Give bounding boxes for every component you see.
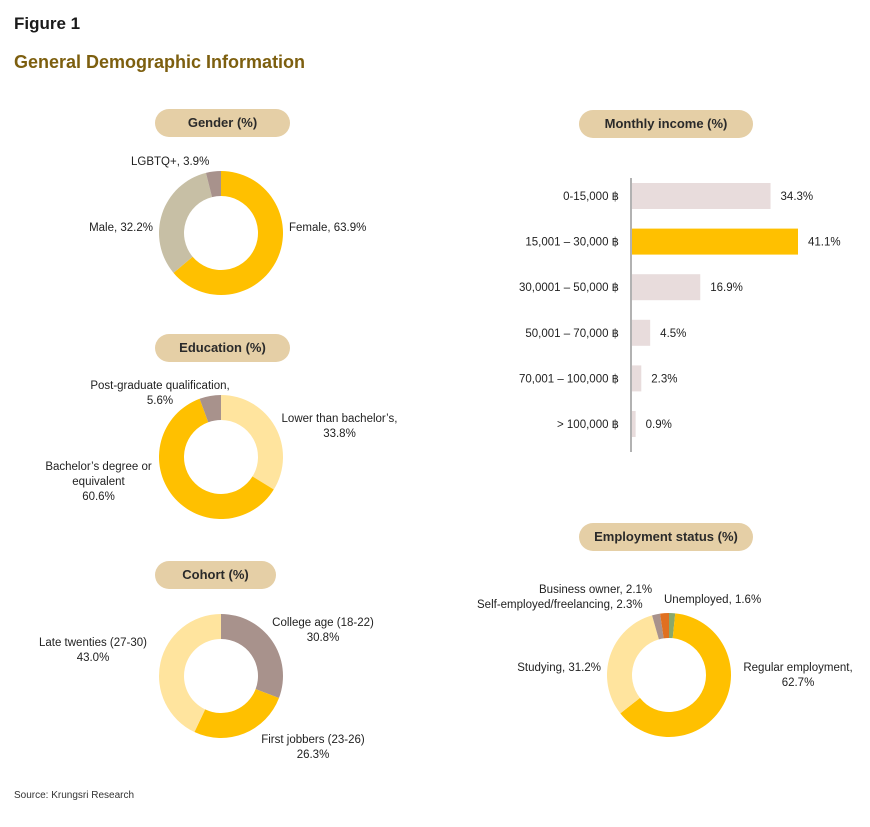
income-title: Monthly income (%): [579, 110, 753, 138]
cohort-slice-college-age-18-22: [221, 614, 283, 698]
employment-slice-business-owner: [652, 613, 664, 640]
employment-slice-studying: [606, 615, 659, 714]
education-label-bachelor: Bachelor’s degree or equivalent 60.6%: [45, 461, 152, 503]
cohort-slice-late-twenties-27-30: [159, 613, 221, 733]
income-category-label-5: 70,001 – 100,000 ฿: [519, 373, 619, 385]
education-slice-post-graduate-qualification: [199, 395, 221, 423]
education-title: Education (%): [155, 334, 290, 362]
income-bar-2: [632, 228, 798, 255]
income-category-label-4: 50,001 – 70,000 ฿: [525, 328, 619, 340]
employment-label-regular: Regular employment, 62.7%: [743, 662, 853, 689]
employment-title: Employment status (%): [579, 523, 753, 551]
cohort-title: Cohort (%): [155, 561, 276, 589]
gender-label-lgbtq: LGBTQ+, 3.9%: [131, 156, 210, 168]
education-label-postgrad: Post-graduate qualification, 5.6%: [90, 380, 230, 407]
income-category-label-6: > 100,000 ฿: [557, 419, 619, 431]
cohort-slice-first-jobbers-23-26: [194, 689, 279, 738]
gender-slice-lgbtq: [205, 171, 221, 198]
employment-slice-self-employed-freelancing: [660, 613, 669, 639]
employment-label-unemployed: Unemployed, 1.6%: [664, 594, 762, 606]
employment-label-studying: Studying, 31.2%: [517, 662, 601, 674]
income-value-label-4: 4.5%: [660, 328, 686, 340]
income-value-label-3: 16.9%: [710, 282, 743, 294]
cohort-label-first-jobbers: First jobbers (23-26) 26.3%: [261, 734, 365, 761]
income-category-label-2: 15,001 – 30,000 ฿: [525, 237, 619, 249]
income-value-label-1: 34.3%: [781, 191, 814, 203]
employment-label-self-employed: Self-employed/freelancing, 2.3%: [477, 599, 643, 611]
gender-title: Gender (%): [155, 109, 290, 137]
education-slice-lower-than-bachelor-s: [221, 395, 283, 490]
income-category-label-1: 0-15,000 ฿: [563, 191, 619, 203]
gender-slice-female: [173, 171, 284, 295]
employment-label-business-owner: Business owner, 2.1%: [539, 584, 653, 596]
cohort-label-late-twenties: Late twenties (27-30) 43.0%: [38, 637, 148, 664]
employment-slice-unemployed: [669, 613, 676, 639]
income-value-label-5: 2.3%: [651, 373, 677, 385]
gender-slice-male: [159, 172, 213, 273]
income-bar-4: [632, 319, 651, 346]
figure-title: General Demographic Information: [14, 52, 306, 72]
income-bar-3: [632, 274, 701, 301]
income-bar-6: [632, 411, 636, 437]
income-bar-1: [632, 183, 771, 209]
education-label-lower: Lower than bachelor’s, 33.8%: [281, 413, 398, 440]
source-note: Source: Krungsri Research: [14, 790, 135, 801]
gender-label-male: Male, 32.2%: [89, 222, 153, 234]
cohort-label-college: College age (18-22) 30.8%: [272, 617, 374, 644]
income-bar-5: [632, 365, 642, 392]
employment-slice-regular-employment: [620, 613, 731, 738]
gender-label-female: Female, 63.9%: [289, 222, 367, 234]
education-slice-bachelor-s-degree-or-equivalent: [159, 398, 274, 519]
figure-label: Figure 1: [14, 14, 81, 33]
income-category-label-3: 30,0001 – 50,000 ฿: [519, 282, 619, 294]
income-value-label-2: 41.1%: [808, 237, 841, 249]
income-value-label-6: 0.9%: [646, 419, 672, 431]
